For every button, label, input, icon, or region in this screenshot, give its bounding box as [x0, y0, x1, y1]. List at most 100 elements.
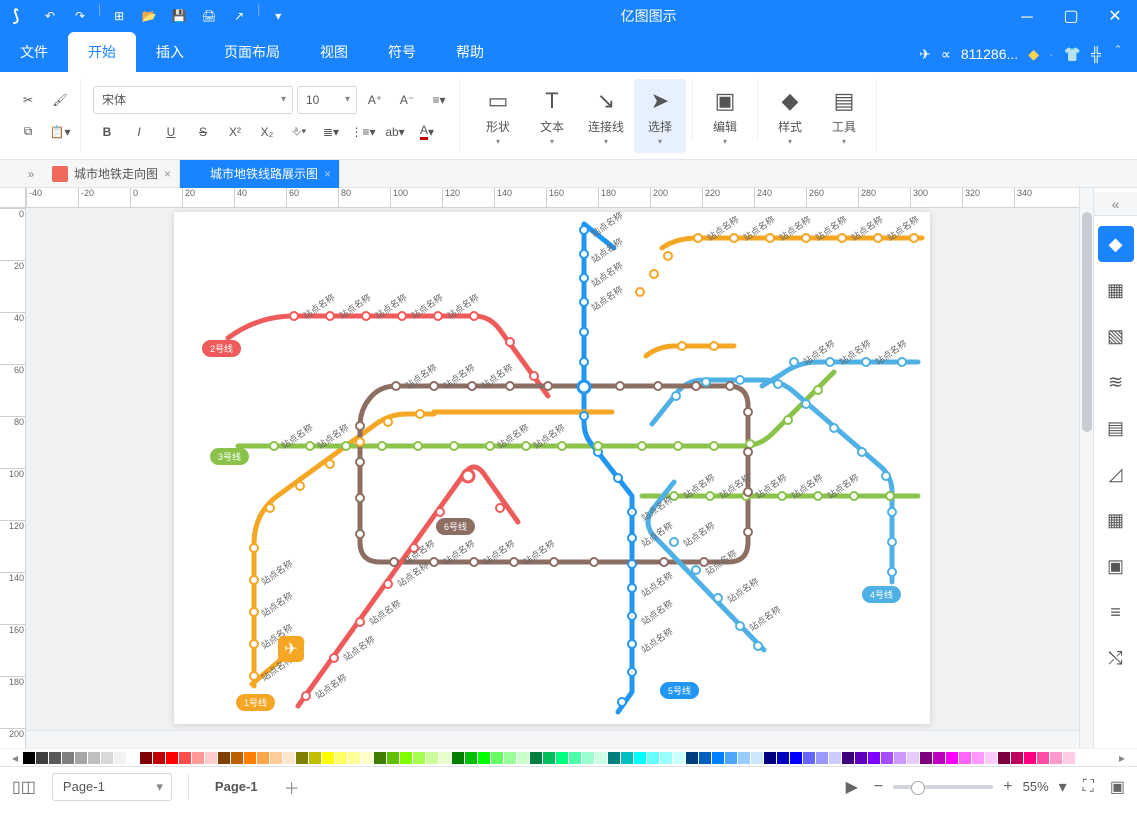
strike-button[interactable]: S [189, 118, 217, 146]
color-swatch[interactable] [491, 752, 503, 764]
v-scrollbar[interactable] [1079, 188, 1093, 748]
menu-help[interactable]: 帮助 [436, 32, 504, 72]
color-swatch[interactable] [1037, 752, 1049, 764]
panel-fill[interactable]: ◆ [1098, 226, 1134, 262]
color-swatch[interactable] [738, 752, 750, 764]
open-button[interactable]: 📂 [135, 2, 163, 30]
page[interactable]: 站点名称站点名称站点名称站点名称站点名称站点名称站点名称站点名称站点名称站点名称… [174, 212, 930, 724]
color-swatch[interactable] [270, 752, 282, 764]
italic-button[interactable]: I [125, 118, 153, 146]
zoom-slider[interactable] [893, 785, 993, 789]
add-page-button[interactable]: ＋ [284, 775, 300, 799]
tools-tool[interactable]: ▤工具▾ [818, 79, 870, 153]
color-swatch[interactable] [88, 752, 100, 764]
color-swatch[interactable] [907, 752, 919, 764]
palette-scroll-left[interactable]: ◂ [8, 751, 22, 765]
color-swatch[interactable] [725, 752, 737, 764]
color-swatch[interactable] [894, 752, 906, 764]
connector-tool[interactable]: ↘连接线▾ [580, 79, 632, 153]
doc-tab[interactable]: 城市地铁走向图× [44, 160, 180, 188]
close-button[interactable]: ✕ [1093, 0, 1137, 32]
color-swatch[interactable] [959, 752, 971, 764]
color-swatch[interactable] [868, 752, 880, 764]
more-button[interactable]: ▾ [264, 2, 292, 30]
minimize-button[interactable]: － [1005, 0, 1049, 32]
font-color-button[interactable]: A▾ [413, 118, 441, 146]
color-swatch[interactable] [556, 752, 568, 764]
side-panel-collapse[interactable]: « [1094, 192, 1137, 216]
highlight-button[interactable]: ⎀▾ [285, 118, 313, 146]
color-swatch[interactable] [309, 752, 321, 764]
page-select[interactable]: Page-1 [52, 773, 172, 801]
undo-button[interactable]: ↶ [36, 2, 64, 30]
color-swatch[interactable] [829, 752, 841, 764]
fit-page-button[interactable]: ⛶ [1083, 778, 1094, 796]
color-swatch[interactable] [543, 752, 555, 764]
color-swatch[interactable] [517, 752, 529, 764]
menu-file[interactable]: 文件 [0, 32, 68, 72]
color-swatch[interactable] [23, 752, 35, 764]
panel-chart[interactable]: ◿ [1098, 456, 1134, 492]
color-swatch[interactable] [634, 752, 646, 764]
decrease-font-button[interactable]: A⁻ [393, 86, 421, 114]
collapse-ribbon-icon[interactable]: ＾ [1111, 44, 1125, 64]
color-swatch[interactable] [36, 752, 48, 764]
palette-scroll-right[interactable]: ▸ [1115, 751, 1129, 765]
apps-icon[interactable]: ╬ [1091, 46, 1101, 62]
color-swatch[interactable] [257, 752, 269, 764]
format-painter-button[interactable]: 🖌 [46, 86, 74, 114]
fullscreen-button[interactable]: ▣ [1110, 777, 1125, 797]
zoom-out-button[interactable]: − [874, 778, 883, 796]
doc-tab-close[interactable]: × [164, 167, 171, 181]
print-button[interactable]: 🖨 [195, 2, 223, 30]
panel-align[interactable]: ≡ [1098, 594, 1134, 630]
bold-button[interactable]: B [93, 118, 121, 146]
color-swatch[interactable] [140, 752, 152, 764]
zoom-in-button[interactable]: + [1003, 778, 1012, 796]
canvas-area[interactable]: -40-200204060801001201401601802002202402… [0, 188, 1079, 748]
color-swatch[interactable] [62, 752, 74, 764]
color-swatch[interactable] [283, 752, 295, 764]
color-swatch[interactable] [920, 752, 932, 764]
doc-tab-close[interactable]: × [324, 167, 331, 181]
play-button[interactable]: ▶ [846, 777, 858, 797]
color-swatch[interactable] [1050, 752, 1062, 764]
color-swatch[interactable] [361, 752, 373, 764]
color-swatch[interactable] [231, 752, 243, 764]
edit-tool[interactable]: ▣编辑▾ [699, 79, 751, 153]
color-swatch[interactable] [686, 752, 698, 764]
color-swatch[interactable] [387, 752, 399, 764]
doc-tab[interactable]: 城市地铁线路展示图× [180, 160, 340, 188]
menu-insert[interactable]: 插入 [136, 32, 204, 72]
color-swatch[interactable] [985, 752, 997, 764]
color-swatch[interactable] [426, 752, 438, 764]
shape-tool[interactable]: ▭形状▾ [472, 79, 524, 153]
panel-clip[interactable]: ▣ [1098, 548, 1134, 584]
color-swatch[interactable] [972, 752, 984, 764]
color-swatch[interactable] [530, 752, 542, 764]
font-size-select[interactable]: 10 [297, 86, 357, 114]
maximize-button[interactable]: ▢ [1049, 0, 1093, 32]
color-swatch[interactable] [205, 752, 217, 764]
color-swatch[interactable] [1024, 752, 1036, 764]
paste-button[interactable]: 📋▾ [46, 118, 74, 146]
color-swatch[interactable] [504, 752, 516, 764]
user-label[interactable]: 811286... [961, 46, 1018, 62]
color-swatch[interactable] [244, 752, 256, 764]
color-swatch[interactable] [790, 752, 802, 764]
color-swatch[interactable] [660, 752, 672, 764]
color-swatch[interactable] [348, 752, 360, 764]
bullets-button[interactable]: ≣▾ [317, 118, 345, 146]
color-swatch[interactable] [933, 752, 945, 764]
color-swatch[interactable] [712, 752, 724, 764]
color-swatch[interactable] [673, 752, 685, 764]
color-swatch[interactable] [998, 752, 1010, 764]
color-swatch[interactable] [439, 752, 451, 764]
color-swatch[interactable] [647, 752, 659, 764]
color-swatch[interactable] [452, 752, 464, 764]
color-swatch[interactable] [153, 752, 165, 764]
color-swatch[interactable] [803, 752, 815, 764]
panel-data[interactable]: ▤ [1098, 410, 1134, 446]
menu-view[interactable]: 视图 [300, 32, 368, 72]
color-swatch[interactable] [855, 752, 867, 764]
